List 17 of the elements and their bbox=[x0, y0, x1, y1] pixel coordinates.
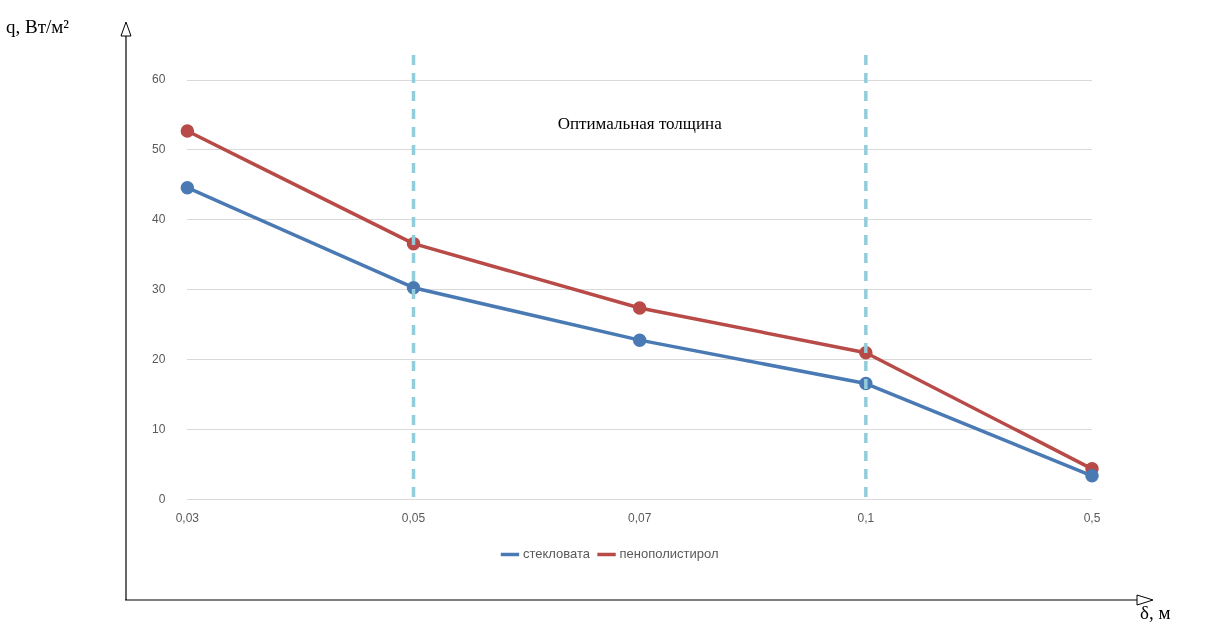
legend-label: пенополистирол bbox=[619, 546, 719, 562]
legend-label: стекловата bbox=[522, 546, 591, 562]
y-tick-label: 60 bbox=[151, 72, 166, 87]
y-tick-label: 20 bbox=[151, 352, 166, 367]
x-tick-label: 0,05 bbox=[401, 511, 426, 526]
x-tick-label: 0,5 bbox=[1083, 511, 1101, 526]
annotation: Оптимальная толщина bbox=[557, 114, 723, 134]
x-tick-label: 0,03 bbox=[175, 511, 200, 526]
x-tick-label: 0,07 bbox=[627, 511, 652, 526]
y-tick-label: 40 bbox=[151, 212, 166, 227]
x-axis-title: δ, м bbox=[1140, 602, 1171, 624]
y-tick-label: 10 bbox=[151, 421, 166, 436]
x-tick-label: 0,1 bbox=[857, 511, 875, 526]
y-axis-title: q, Вт/м² bbox=[6, 16, 69, 38]
y-tick-label: 0 bbox=[158, 491, 166, 506]
y-tick-label: 50 bbox=[151, 142, 166, 157]
y-tick-label: 30 bbox=[151, 282, 166, 297]
